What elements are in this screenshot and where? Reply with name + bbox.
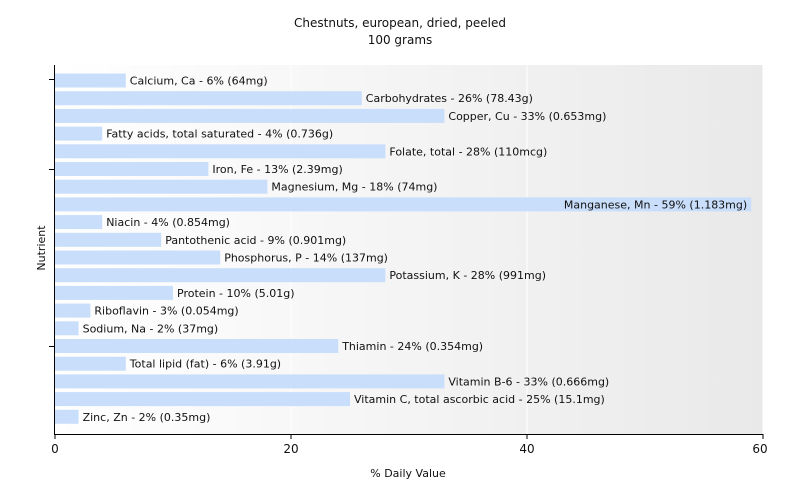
- bar: [55, 409, 79, 424]
- bar: [55, 126, 103, 141]
- bar: [55, 179, 268, 194]
- bar-label: Carbohydrates - 26% (78.43g): [366, 92, 533, 105]
- bar: [55, 108, 445, 123]
- bar: [55, 321, 79, 336]
- bar: [55, 232, 162, 247]
- bar-label: Zinc, Zn - 2% (0.35mg): [83, 411, 211, 424]
- bar-label: Vitamin B-6 - 33% (0.666mg): [448, 375, 609, 388]
- bar-label: Folate, total - 28% (110mcg): [389, 145, 547, 158]
- bar: [55, 339, 339, 353]
- bar: [55, 162, 209, 176]
- bar-label: Magnesium, Mg - 18% (74mg): [271, 181, 437, 194]
- x-tick-label: 60: [752, 442, 767, 456]
- bar: [55, 374, 445, 389]
- x-axis-label: % Daily Value: [370, 467, 446, 480]
- bar-label: Phosphorus, P - 14% (137mg): [224, 252, 388, 265]
- bar-label: Potassium, K - 28% (991mg): [389, 269, 546, 282]
- chart-title: Chestnuts, european, dried, peeled: [294, 16, 506, 30]
- bar-label: Calcium, Ca - 6% (64mg): [130, 75, 268, 88]
- bar-series: [55, 73, 752, 424]
- bar: [55, 91, 362, 106]
- bar: [55, 285, 173, 300]
- bar-label: Riboflavin - 3% (0.054mg): [94, 305, 238, 318]
- bar-label: Sodium, Na - 2% (37mg): [83, 322, 219, 335]
- x-tick-label: 40: [519, 442, 534, 456]
- bar: [55, 73, 126, 88]
- bar: [55, 197, 752, 212]
- bar-label: Manganese, Mn - 59% (1.183mg): [564, 198, 747, 211]
- bar-label: Vitamin C, total ascorbic acid - 25% (15…: [354, 393, 605, 406]
- bar: [55, 250, 221, 265]
- plot-area: [55, 65, 763, 434]
- bar-label-group: Calcium, Ca - 6% (64mg) Carbohydrates - 2…: [83, 75, 748, 424]
- bar-label: Copper, Cu - 33% (0.653mg): [448, 110, 606, 123]
- bar: [55, 268, 386, 283]
- bar-label: Total lipid (fat) - 6% (3.91g): [129, 358, 281, 371]
- bar: [55, 392, 350, 407]
- bar-label: Fatty acids, total saturated - 4% (0.736…: [106, 128, 333, 141]
- bar-label: Pantothenic acid - 9% (0.901mg): [165, 234, 346, 247]
- bar: [55, 303, 91, 318]
- bar-label: Iron, Fe - 13% (2.39mg): [212, 163, 342, 176]
- bar-label: Protein - 10% (5.01g): [177, 287, 295, 300]
- y-axis-label: Nutrient: [35, 225, 48, 271]
- x-tick-label: 0: [51, 442, 59, 456]
- bar: [55, 144, 386, 159]
- chart-subtitle: 100 grams: [368, 33, 433, 47]
- bar: [55, 356, 126, 371]
- bar: [55, 215, 103, 230]
- x-tick-label: 20: [283, 442, 298, 456]
- bar-label: Niacin - 4% (0.854mg): [106, 216, 230, 229]
- bar-label: Thiamin - 24% (0.354mg): [341, 340, 483, 353]
